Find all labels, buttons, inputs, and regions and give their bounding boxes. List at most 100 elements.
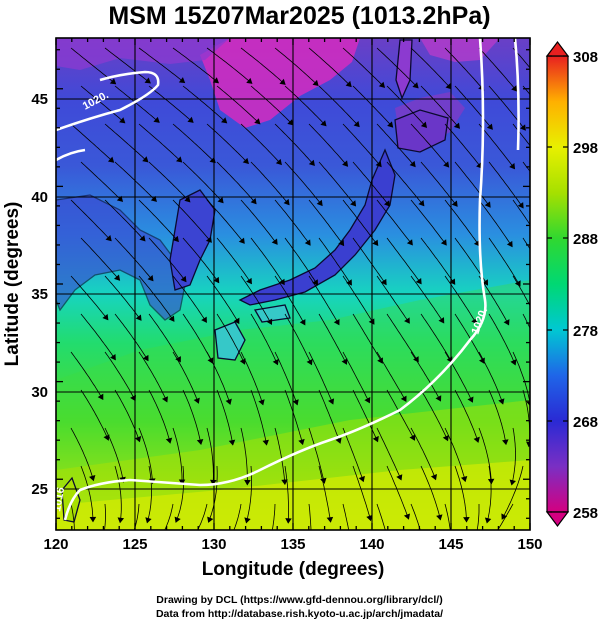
streamline <box>444 47 485 91</box>
streamline <box>522 161 530 173</box>
streamline-arrowhead <box>449 556 454 561</box>
streamline <box>172 351 199 404</box>
streamline-arrowhead <box>174 516 181 523</box>
streamline <box>80 313 116 360</box>
streamline <box>386 313 419 363</box>
streamline-arrowhead <box>142 156 149 163</box>
streamline <box>138 199 179 242</box>
streamline <box>172 427 183 485</box>
streamline-arrowhead <box>338 239 345 247</box>
streamline <box>114 85 160 123</box>
credit-line-data: Data from http://database.rish.kyoto-u.a… <box>155 608 444 620</box>
streamline-arrowhead <box>142 354 149 362</box>
streamline <box>488 237 521 287</box>
x-tick-label: 145 <box>438 536 463 553</box>
streamline <box>444 199 480 247</box>
streamline-arrowhead <box>178 77 186 84</box>
streamline-arrowhead <box>254 118 261 125</box>
streamline <box>511 427 516 485</box>
streamline-arrowhead <box>278 278 285 286</box>
streamline <box>182 237 220 283</box>
streamline-arrowhead <box>463 516 470 523</box>
streamline-arrowhead <box>509 479 516 486</box>
streamline <box>308 123 348 167</box>
streamline-arrowhead <box>117 517 125 524</box>
streamline <box>206 199 245 244</box>
streamline-arrowhead <box>266 318 273 325</box>
x-tick-label: 150 <box>517 536 542 553</box>
streamline-arrowhead <box>364 397 371 404</box>
streamline-arrowhead <box>484 517 492 524</box>
colorbar: 308 298 288 278 268 258 <box>545 41 598 527</box>
y-tick-labels: 25 30 35 40 45 <box>31 91 48 498</box>
streamline-arrowhead <box>436 514 443 521</box>
streamline <box>512 351 530 405</box>
streamline <box>114 237 154 281</box>
streamline <box>352 389 379 442</box>
streamline <box>342 275 375 325</box>
streamline <box>104 503 106 530</box>
streamline-arrowhead <box>135 314 142 321</box>
streamline <box>271 503 276 530</box>
streamline-arrowhead <box>210 479 217 486</box>
streamline-arrowhead <box>498 398 505 405</box>
streamline <box>138 351 168 402</box>
streamline-arrowhead <box>443 161 450 168</box>
streamline <box>352 465 372 521</box>
streamline-arrowhead <box>396 474 403 481</box>
streamline-arrowhead <box>467 396 474 403</box>
streamline <box>240 199 278 245</box>
streamline-arrowhead <box>246 277 252 285</box>
wind-streamlines <box>70 47 545 561</box>
streamline <box>342 351 370 403</box>
streamline-arrowhead <box>482 279 489 286</box>
streamline <box>386 85 427 128</box>
streamline <box>172 199 212 243</box>
streamline <box>352 85 393 128</box>
colorbar-gradient <box>546 55 569 513</box>
streamline <box>216 313 246 365</box>
streamline-arrowhead <box>95 555 100 560</box>
streamline <box>80 161 123 202</box>
streamline-arrowhead <box>540 243 545 248</box>
streamline <box>104 275 142 321</box>
streamline-arrowhead <box>102 313 109 321</box>
streamline <box>512 275 530 307</box>
streamline <box>386 389 415 441</box>
streamline <box>114 161 157 202</box>
streamline-arrowhead <box>242 157 249 165</box>
streamline <box>206 427 214 485</box>
streamline-arrowhead <box>181 549 186 554</box>
streamline <box>206 47 253 84</box>
colorbar-tick-label: 258 <box>573 505 598 522</box>
streamline <box>342 123 382 167</box>
streamline-arrowhead <box>366 514 373 522</box>
streamline-arrowhead <box>153 116 160 123</box>
streamline-arrowhead <box>283 198 290 206</box>
streamline <box>386 237 422 285</box>
streamline <box>114 465 122 523</box>
streamline <box>454 465 467 522</box>
x-tick-label: 120 <box>43 536 68 553</box>
streamline-arrowhead <box>212 77 220 84</box>
y-tick-label: 35 <box>31 286 48 303</box>
streamline <box>376 275 410 324</box>
streamline-arrowhead <box>503 319 510 326</box>
x-tick-label: 135 <box>280 536 305 553</box>
streamline-arrowhead <box>298 438 305 446</box>
streamline-arrowhead <box>225 398 232 405</box>
x-axis-label: Longitude (degrees) <box>202 559 385 580</box>
streamline <box>318 161 356 207</box>
streamline-arrowhead <box>281 479 288 486</box>
streamline-arrowhead <box>207 516 214 523</box>
streamline <box>386 161 425 206</box>
streamline <box>444 427 466 482</box>
streamline-arrowhead <box>180 275 187 283</box>
streamline <box>182 161 224 203</box>
streamline <box>352 237 387 285</box>
streamline <box>148 389 171 444</box>
streamline-arrowhead <box>403 513 411 520</box>
streamline <box>478 199 513 247</box>
streamline <box>182 389 202 445</box>
streamline <box>240 351 264 405</box>
